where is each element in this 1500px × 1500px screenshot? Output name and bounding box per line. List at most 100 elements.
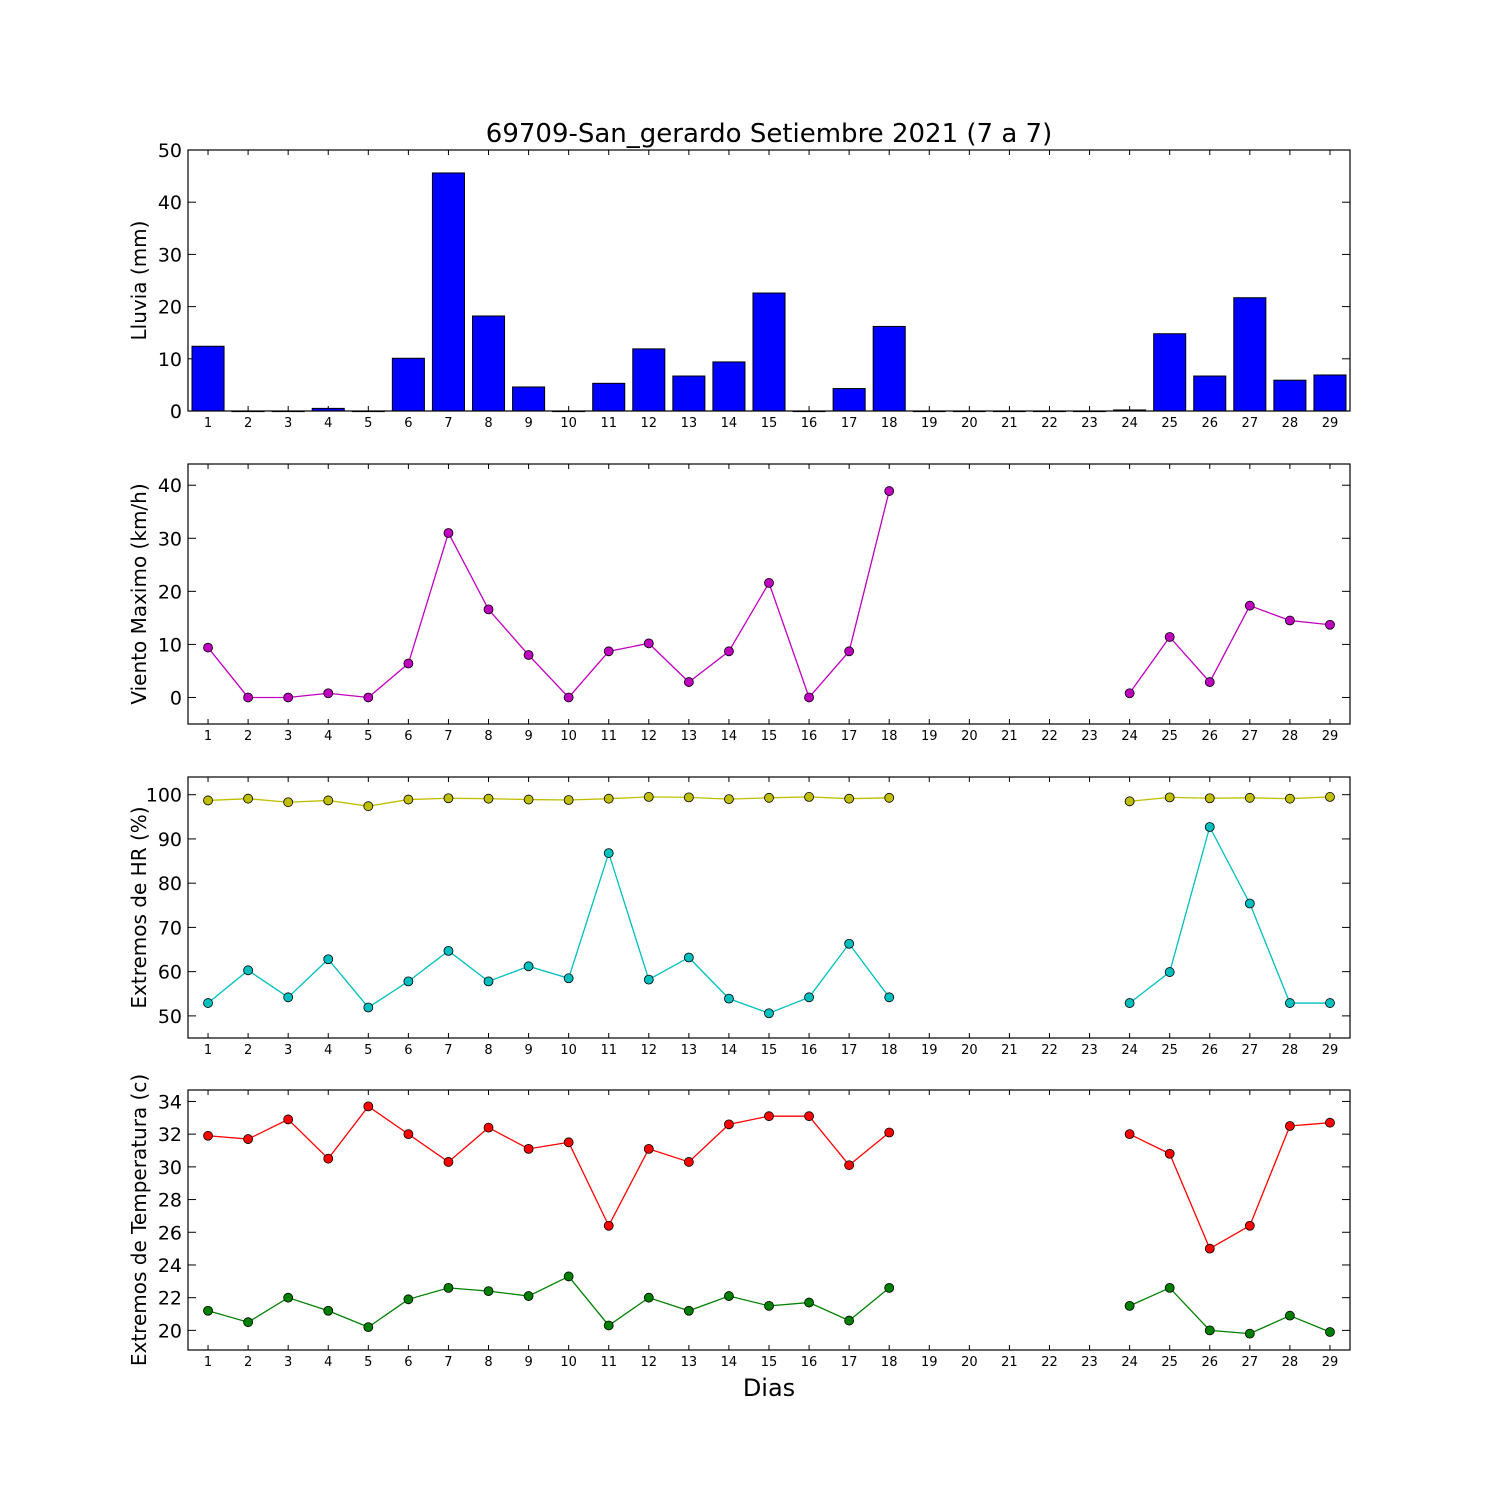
x-tick-label: 16 <box>801 729 818 744</box>
data-point <box>1164 1282 1175 1293</box>
x-tick-label: 22 <box>1041 1043 1058 1058</box>
x-tick-label: 16 <box>801 1043 818 1058</box>
series-line <box>1129 796 1330 802</box>
plot-frame <box>187 149 1351 412</box>
data-point <box>804 1297 814 1308</box>
x-tick-label: 18 <box>881 1355 898 1370</box>
data-point <box>443 793 454 804</box>
data-point <box>804 992 814 1003</box>
x-tick-label: 28 <box>1282 1355 1299 1370</box>
y-tick-label: 30 <box>158 244 182 266</box>
bar <box>1193 375 1227 412</box>
data-point <box>844 646 855 657</box>
data-point <box>1204 793 1215 804</box>
data-point <box>643 792 654 802</box>
data-point <box>804 792 814 802</box>
data-point <box>724 646 734 657</box>
data-point <box>323 1153 334 1164</box>
x-tick-label: 11 <box>600 1043 617 1058</box>
x-tick-label: 19 <box>921 416 938 431</box>
data-point <box>1325 619 1335 630</box>
data-point <box>523 650 534 660</box>
data-point <box>443 1282 454 1293</box>
x-tick-label: 23 <box>1081 1355 1098 1370</box>
series-line <box>207 1275 890 1328</box>
data-point <box>563 1137 574 1148</box>
y-tick-label: 20 <box>158 581 182 603</box>
x-tick-label: 4 <box>324 416 332 431</box>
data-point <box>483 1122 494 1133</box>
data-point <box>323 795 334 806</box>
data-point <box>523 794 534 805</box>
series-line <box>207 850 890 1014</box>
x-tick-label: 6 <box>404 416 412 431</box>
data-point <box>884 486 895 496</box>
data-point <box>363 801 374 812</box>
y-tick-label: 22 <box>158 1288 182 1310</box>
y-tick-label: 30 <box>158 1157 182 1179</box>
series-line <box>1129 1122 1331 1250</box>
data-point <box>1284 1310 1295 1321</box>
x-tick-label: 2 <box>244 729 252 744</box>
data-point <box>1244 600 1255 611</box>
data-point <box>643 1292 654 1303</box>
x-tick-label: 9 <box>524 416 532 431</box>
bar <box>512 386 546 412</box>
x-tick-label: 14 <box>721 1355 738 1370</box>
data-point <box>403 1129 414 1140</box>
x-tick-label: 25 <box>1161 1355 1178 1370</box>
data-point <box>483 1286 494 1297</box>
x-tick-label: 28 <box>1282 416 1299 431</box>
data-point <box>1124 1300 1135 1311</box>
y-axis-label: Lluvia (mm) <box>127 221 151 341</box>
x-tick-label: 4 <box>324 1043 332 1058</box>
x-tick-label: 24 <box>1121 1043 1138 1058</box>
x-tick-label: 14 <box>721 729 738 744</box>
bar <box>592 382 626 412</box>
x-tick-label: 27 <box>1242 1355 1259 1370</box>
x-tick-label: 25 <box>1161 416 1178 431</box>
data-point <box>724 1119 734 1130</box>
x-tick-label: 13 <box>681 416 698 431</box>
x-tick-label: 9 <box>524 1355 532 1370</box>
data-point <box>1244 898 1255 909</box>
series-line <box>1129 604 1331 694</box>
x-tick-label: 15 <box>761 1355 778 1370</box>
x-axis-label: Dias <box>743 1374 795 1402</box>
y-tick-label: 0 <box>170 687 182 709</box>
x-tick-label: 12 <box>641 416 658 431</box>
series-line <box>1129 825 1330 1004</box>
x-tick-label: 23 <box>1081 1043 1098 1058</box>
x-tick-label: 17 <box>841 1355 858 1370</box>
x-tick-label: 10 <box>560 1043 577 1058</box>
x-tick-label: 8 <box>484 729 492 744</box>
x-tick-label: 29 <box>1322 416 1339 431</box>
data-point <box>523 961 534 972</box>
y-tick-label: 20 <box>158 1320 182 1342</box>
data-point <box>1164 1148 1175 1159</box>
data-point <box>1325 792 1335 802</box>
data-point <box>523 1143 534 1154</box>
bar <box>1313 374 1347 412</box>
x-tick-label: 2 <box>244 1043 252 1058</box>
data-point <box>884 792 895 803</box>
y-tick-label: 28 <box>158 1190 182 1212</box>
data-point <box>1164 967 1175 977</box>
data-point <box>443 528 454 538</box>
bar <box>391 357 425 412</box>
x-tick-label: 15 <box>761 1043 778 1058</box>
data-point <box>683 792 694 803</box>
data-point <box>203 795 213 806</box>
data-point <box>323 688 334 699</box>
data-point <box>1325 998 1335 1008</box>
y-tick-label: 32 <box>158 1124 182 1146</box>
x-tick-label: 19 <box>921 729 938 744</box>
x-tick-label: 3 <box>284 729 292 744</box>
x-tick-label: 15 <box>761 416 778 431</box>
x-tick-label: 28 <box>1282 1043 1299 1058</box>
data-point <box>203 642 213 653</box>
y-tick-label: 90 <box>158 829 182 851</box>
x-tick-label: 11 <box>600 729 617 744</box>
data-point <box>1124 688 1135 699</box>
